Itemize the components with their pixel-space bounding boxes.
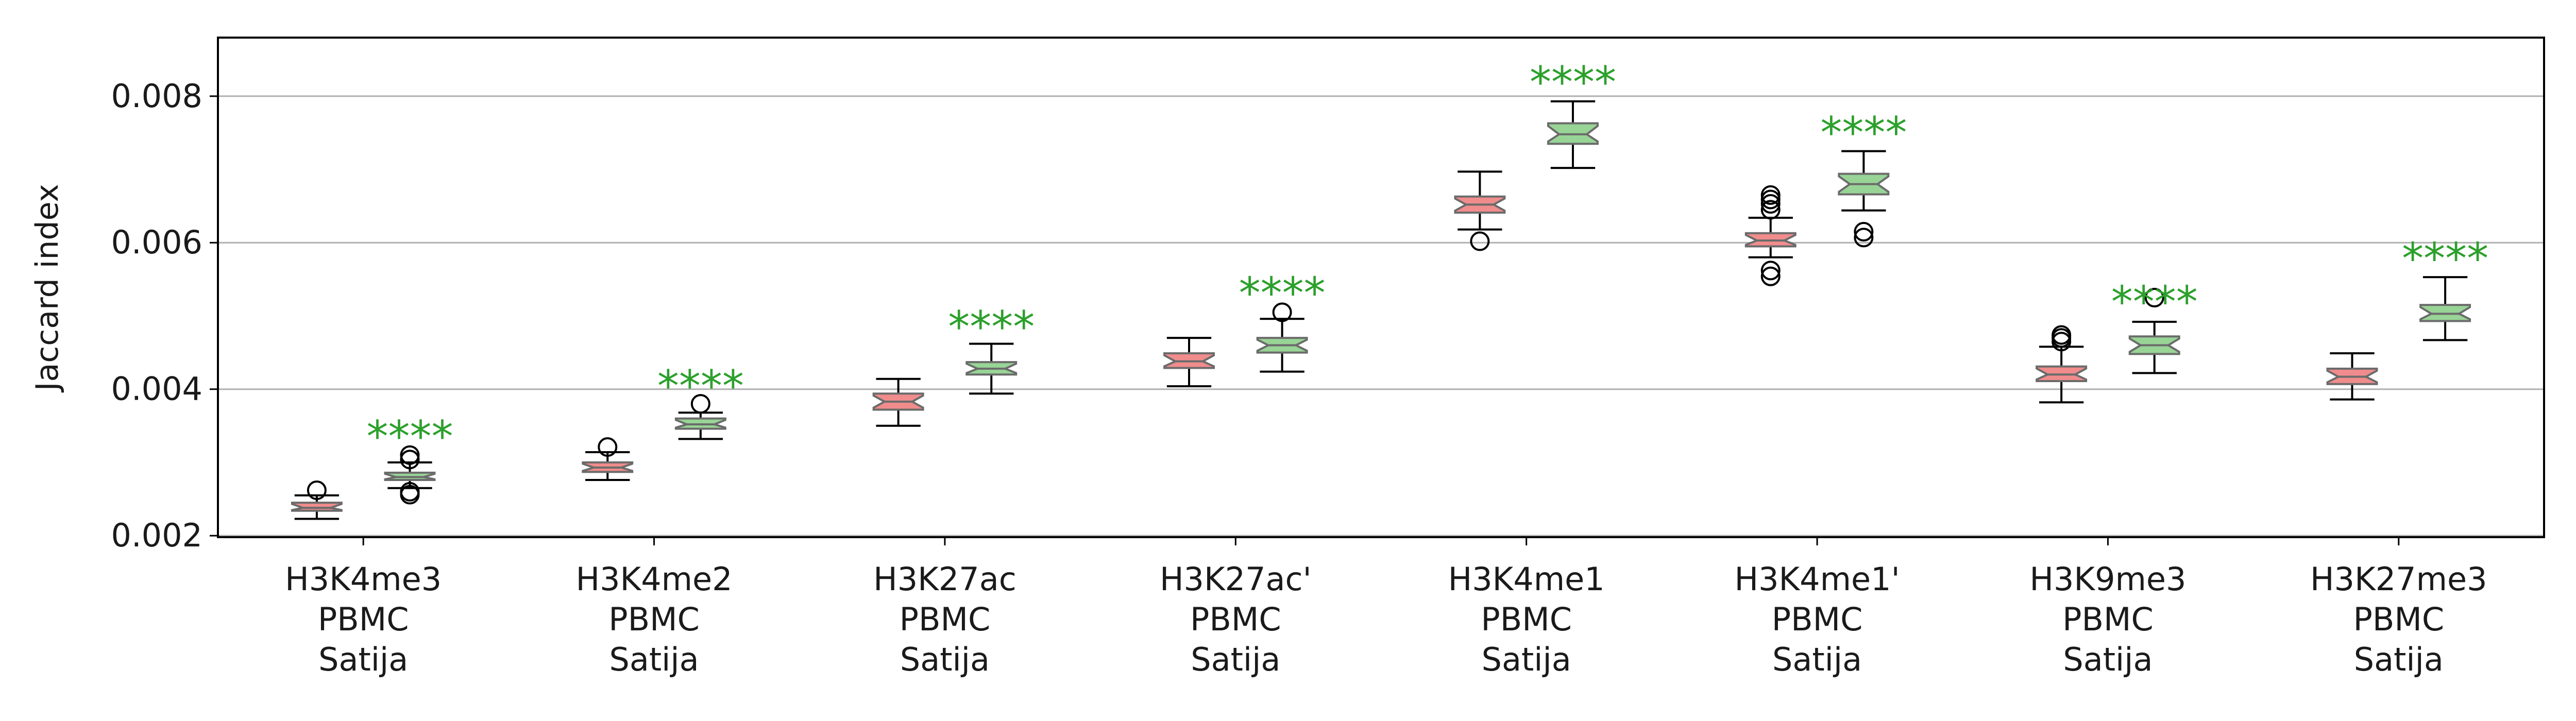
box-b (1256, 302, 1308, 373)
y-tick-label: 0.002 (111, 517, 203, 554)
x-tick-label: H3K4me1 (1448, 560, 1605, 598)
x-tick-label: H3K4me3 (285, 560, 442, 598)
outlier-point (1470, 231, 1490, 251)
x-tick-label: Satija (900, 641, 990, 678)
box-a (1744, 185, 1797, 286)
x-tick-label: Satija (1772, 641, 1862, 678)
x-tick-label: Satija (2354, 641, 2444, 678)
y-tick-label: 0.004 (111, 370, 203, 408)
x-tick-label: H3K4me1' (1734, 560, 1900, 598)
outlier-point (1854, 228, 1874, 248)
x-tick-label: PBMC (1481, 600, 1572, 638)
box-a (2326, 352, 2378, 401)
box-b (384, 445, 436, 505)
box-a (1454, 170, 1506, 251)
outlier-point (1854, 221, 1874, 242)
box-a (2036, 325, 2088, 404)
outlier-point (1760, 185, 1781, 205)
x-tick-label: Satija (2063, 641, 2153, 678)
box-a (872, 377, 924, 427)
outlier-point (2144, 287, 2164, 307)
y-tick-label: 0.006 (111, 224, 203, 261)
x-tick-label: Satija (609, 641, 699, 678)
plot-frame (217, 37, 2545, 538)
outlier-point (307, 480, 327, 500)
box-b (965, 342, 1018, 395)
x-tick-label: PBMC (608, 600, 700, 638)
box-body (291, 502, 343, 512)
x-tick-label: PBMC (318, 600, 409, 638)
x-tick-label: PBMC (1190, 600, 1281, 638)
x-tick-label: PBMC (2353, 600, 2444, 638)
box-b (1838, 150, 1890, 248)
outlier-point (598, 437, 618, 457)
grid-lines (218, 95, 2544, 537)
x-tick-label: Satija (318, 641, 408, 678)
significance-label: **** (2111, 277, 2198, 327)
significance-label: **** (948, 301, 1035, 352)
outlier-point (400, 482, 420, 502)
x-tick-label: PBMC (1772, 600, 1863, 638)
y-tick-label: 0.008 (111, 77, 203, 115)
x-tick-label: H3K4me2 (575, 560, 732, 598)
significance-label: **** (1530, 57, 1616, 107)
box-a (291, 480, 343, 520)
x-tick-label: PBMC (2062, 600, 2154, 638)
x-tick-label: H3K27ac (873, 560, 1016, 598)
box-a (1163, 337, 1215, 388)
box-b (2419, 276, 2471, 341)
x-tick-label: Satija (1191, 641, 1280, 678)
outlier-point (2052, 325, 2072, 345)
x-tick-label: H3K27ac' (1160, 560, 1312, 598)
significance-label: **** (2402, 233, 2488, 284)
box-a (582, 437, 634, 482)
box-series (291, 100, 2471, 520)
axes: 0.0020.0040.0060.008H3K4me3PBMCSatijaH3K… (111, 77, 2487, 678)
y-axis-title: Jaccard index (29, 184, 65, 393)
x-tick-label: Satija (1482, 641, 1571, 678)
box-b (2128, 287, 2180, 374)
outlier-point (690, 394, 710, 414)
significance-label: **** (366, 411, 453, 462)
outlier-point (1760, 194, 1781, 214)
box-b (674, 394, 726, 440)
box-b (1547, 100, 1599, 169)
outlier-point (1760, 190, 1781, 210)
outlier-point (400, 445, 420, 465)
outlier-point (1272, 302, 1292, 322)
x-tick-label: H3K27me3 (2310, 560, 2487, 598)
outlier-point (1760, 261, 1781, 281)
outlier-point (400, 450, 420, 470)
outlier-point (1760, 200, 1781, 220)
significance-annotations: **** **** **** **** **** **** **** **** (366, 57, 2488, 461)
significance-label: **** (1239, 268, 1326, 318)
significance-label: **** (657, 361, 744, 411)
outlier-point (1760, 266, 1781, 286)
significance-label: **** (1820, 107, 1907, 158)
x-tick-label: PBMC (900, 600, 991, 638)
x-tick-label: H3K9me3 (2029, 560, 2186, 598)
